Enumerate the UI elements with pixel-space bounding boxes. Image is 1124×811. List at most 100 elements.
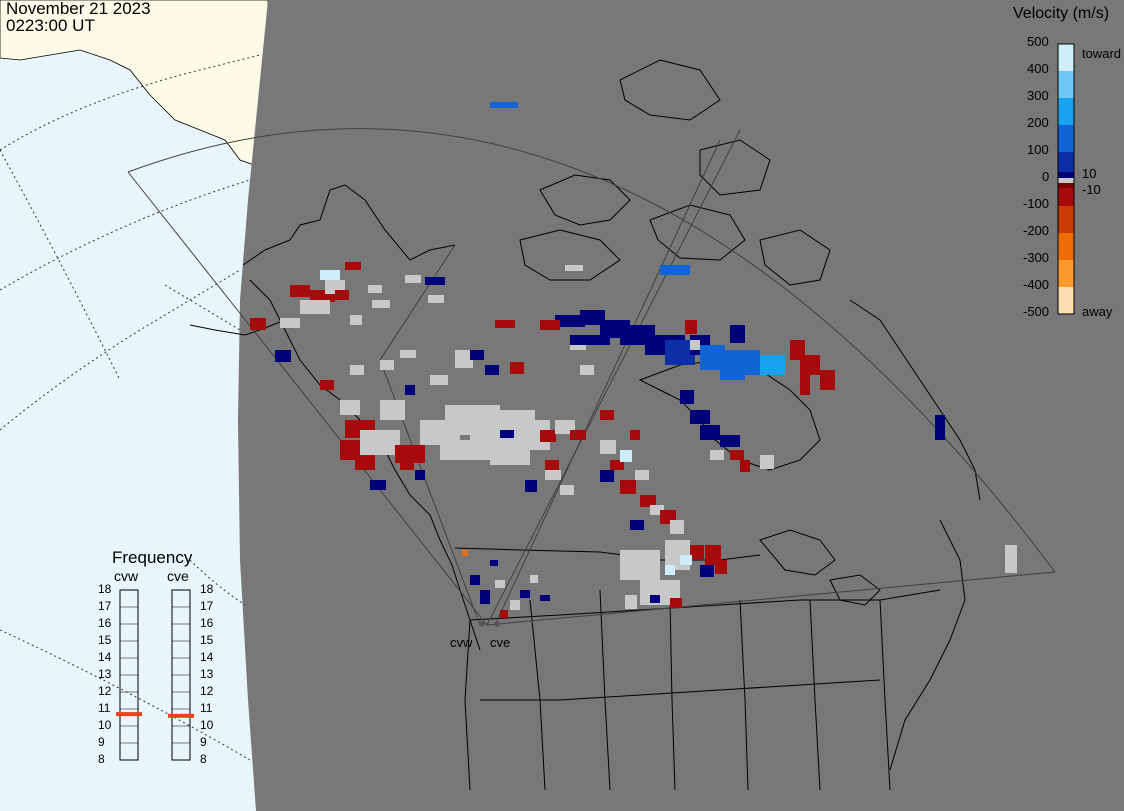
velocity-cell (740, 460, 750, 472)
velocity-cell (320, 380, 334, 390)
colorbar-frame (1057, 43, 1075, 315)
velocity-cell (650, 505, 664, 515)
frequency-tick-right: 13 (200, 667, 214, 681)
velocity-cell (300, 300, 330, 314)
night-region (238, 0, 1124, 811)
colorbar-segment (1058, 260, 1074, 287)
velocity-cell (580, 365, 594, 375)
frequency-tick-left: 13 (98, 667, 112, 681)
velocity-cell (495, 580, 505, 588)
frequency-tick-right: 17 (200, 599, 214, 613)
velocity-colorbar (1057, 43, 1075, 315)
velocity-cell (250, 318, 266, 330)
velocity-cell (405, 275, 421, 283)
velocity-cell (690, 545, 704, 559)
velocity-cell (500, 430, 514, 438)
frequency-tick-left: 15 (98, 633, 112, 647)
velocity-cell (620, 550, 660, 580)
velocity-cell (935, 415, 945, 440)
colorbar-tick: -300 (1023, 250, 1050, 265)
colorbar-segment (1058, 98, 1074, 125)
colorbar-tick: 0 (1042, 169, 1050, 184)
velocity-cell (730, 450, 744, 460)
radar-site-cve (494, 621, 500, 627)
velocity-cell (395, 445, 425, 463)
velocity-cell (545, 460, 559, 470)
velocity-cell (380, 400, 405, 420)
velocity-cell (520, 590, 530, 598)
colorbar-segment (1058, 44, 1074, 71)
fov-outline (127, 128, 1056, 626)
radar-label-cvw: cvw (450, 635, 473, 650)
velocity-cell (760, 455, 774, 469)
colorbar-tick: 500 (1027, 34, 1049, 49)
velocity-cell (490, 440, 530, 465)
velocity-cell (530, 575, 538, 583)
velocity-cell (428, 295, 444, 303)
velocity-cell (760, 355, 785, 375)
radar-site-cvw (479, 621, 485, 627)
frequency-tick-left: 10 (98, 718, 112, 732)
velocity-cell (640, 495, 656, 507)
colorbar-toward-label: toward (1082, 46, 1122, 61)
frequency-tick-right: 10 (200, 718, 214, 732)
velocity-cell (700, 565, 714, 577)
velocity-cell (670, 598, 682, 608)
frequency-tick-right: 15 (200, 633, 214, 647)
velocity-cell (490, 560, 498, 566)
velocity-cell (650, 595, 660, 603)
velocity-cell (730, 325, 745, 343)
frequency-tick-left: 18 (98, 582, 112, 596)
frequency-tick-left: 8 (98, 752, 105, 766)
velocity-cell (500, 610, 508, 618)
velocity-cell (400, 350, 416, 358)
frequency-tick-right: 16 (200, 616, 214, 630)
velocity-cell (600, 470, 614, 482)
colorbar-tick: -500 (1023, 304, 1050, 319)
colorbar-tick: 400 (1027, 61, 1049, 76)
velocity-cell (540, 595, 550, 601)
colorbar-segment (1058, 287, 1074, 314)
velocity-cell (290, 285, 310, 297)
velocity-cell (495, 320, 515, 328)
frequency-tick-left: 12 (98, 684, 112, 698)
frequency-tick-left: 9 (98, 735, 105, 749)
frequency-tick-right: 12 (200, 684, 214, 698)
date-label: November 21 2023 (6, 0, 151, 18)
colorbar-tick: 100 (1027, 142, 1049, 157)
velocity-cell (670, 520, 684, 534)
velocity-cell (480, 590, 490, 604)
velocity-cells (250, 102, 1017, 618)
frequency-tick-right: 14 (200, 650, 214, 664)
frequency-tick-right: 11 (200, 701, 213, 715)
velocity-cell (345, 262, 361, 270)
velocity-cell (510, 362, 524, 374)
velocity-cell (720, 435, 740, 447)
frequency-tick-left: 11 (98, 701, 111, 715)
velocity-cell (1005, 545, 1017, 573)
velocity-cell (335, 290, 349, 300)
velocity-cell (545, 470, 561, 480)
velocity-cell (525, 480, 537, 492)
velocity-cell (620, 480, 636, 494)
time-label: 0223:00 UT (6, 16, 95, 35)
frequency-gauges (116, 589, 194, 761)
velocity-cell (715, 560, 727, 574)
colorbar-tick: 300 (1027, 88, 1049, 103)
colorbar-tick: 10 (1082, 166, 1097, 181)
velocity-cell (625, 595, 637, 609)
velocity-cell (630, 430, 640, 440)
velocity-cell (680, 390, 694, 404)
velocity-cell (350, 365, 364, 375)
colorbar-segment (1058, 183, 1074, 188)
velocity-cell (690, 410, 710, 424)
velocity-cell (455, 350, 473, 368)
velocity-cell (610, 460, 624, 470)
velocity-cell (690, 340, 700, 350)
velocity-cell (485, 365, 499, 375)
velocity-cell (400, 460, 414, 470)
velocity-cell (740, 350, 760, 375)
velocity-cell (800, 375, 810, 395)
